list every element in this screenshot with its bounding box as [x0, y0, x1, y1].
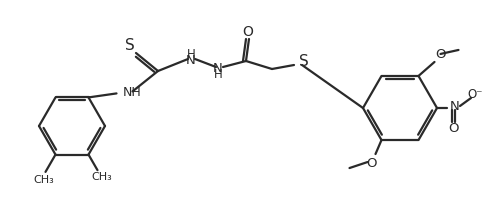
Text: N: N [450, 100, 460, 113]
Text: N: N [213, 61, 223, 74]
Text: CH₃: CH₃ [91, 171, 112, 181]
Text: NH: NH [123, 85, 141, 98]
Text: S: S [125, 37, 135, 52]
Text: O⁻: O⁻ [467, 88, 483, 101]
Text: CH₃: CH₃ [33, 174, 54, 184]
Text: O: O [449, 122, 459, 135]
Text: O: O [243, 25, 253, 39]
Text: O: O [366, 156, 377, 169]
Text: H: H [187, 47, 195, 60]
Text: S: S [299, 54, 309, 69]
Text: N: N [186, 53, 196, 66]
Text: O: O [435, 48, 446, 61]
Text: H: H [214, 68, 223, 81]
